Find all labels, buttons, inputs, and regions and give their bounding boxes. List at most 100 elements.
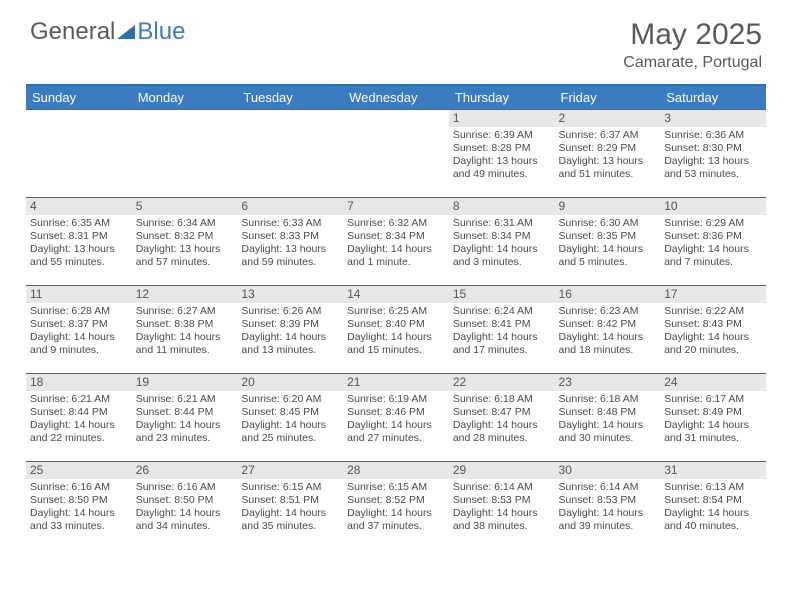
day-sunrise: Sunrise: 6:17 AM bbox=[664, 393, 762, 406]
day-sunrise: Sunrise: 6:34 AM bbox=[136, 217, 234, 230]
day-daylight: Daylight: 14 hours and 37 minutes. bbox=[347, 507, 445, 533]
calendar-day-cell bbox=[132, 110, 238, 198]
day-sunset: Sunset: 8:49 PM bbox=[664, 406, 762, 419]
day-sunrise: Sunrise: 6:35 AM bbox=[30, 217, 128, 230]
day-daylight: Daylight: 14 hours and 34 minutes. bbox=[136, 507, 234, 533]
day-sunset: Sunset: 8:54 PM bbox=[664, 494, 762, 507]
day-sunset: Sunset: 8:45 PM bbox=[241, 406, 339, 419]
calendar-table: SundayMondayTuesdayWednesdayThursdayFrid… bbox=[26, 84, 766, 550]
day-daylight: Daylight: 14 hours and 3 minutes. bbox=[453, 243, 551, 269]
day-sunrise: Sunrise: 6:22 AM bbox=[664, 305, 762, 318]
day-daylight: Daylight: 14 hours and 7 minutes. bbox=[664, 243, 762, 269]
day-daylight: Daylight: 14 hours and 17 minutes. bbox=[453, 331, 551, 357]
day-daylight: Daylight: 14 hours and 15 minutes. bbox=[347, 331, 445, 357]
col-header: Sunday bbox=[26, 85, 132, 110]
day-daylight: Daylight: 14 hours and 20 minutes. bbox=[664, 331, 762, 357]
title-location: Camarate, Portugal bbox=[623, 54, 762, 72]
day-sunrise: Sunrise: 6:15 AM bbox=[241, 481, 339, 494]
calendar-day-cell: 11Sunrise: 6:28 AMSunset: 8:37 PMDayligh… bbox=[26, 286, 132, 374]
day-sunrise: Sunrise: 6:29 AM bbox=[664, 217, 762, 230]
day-daylight: Daylight: 14 hours and 28 minutes. bbox=[453, 419, 551, 445]
day-number: 14 bbox=[343, 286, 449, 303]
day-sunset: Sunset: 8:34 PM bbox=[453, 230, 551, 243]
calendar-day-cell: 12Sunrise: 6:27 AMSunset: 8:38 PMDayligh… bbox=[132, 286, 238, 374]
day-daylight: Daylight: 14 hours and 5 minutes. bbox=[559, 243, 657, 269]
day-number: 2 bbox=[555, 110, 661, 127]
day-sunset: Sunset: 8:29 PM bbox=[559, 142, 657, 155]
day-sunrise: Sunrise: 6:16 AM bbox=[136, 481, 234, 494]
day-sunrise: Sunrise: 6:18 AM bbox=[453, 393, 551, 406]
day-number: 22 bbox=[449, 374, 555, 391]
col-header: Friday bbox=[555, 85, 661, 110]
day-daylight: Daylight: 14 hours and 1 minute. bbox=[347, 243, 445, 269]
day-daylight: Daylight: 14 hours and 31 minutes. bbox=[664, 419, 762, 445]
day-sunset: Sunset: 8:40 PM bbox=[347, 318, 445, 331]
calendar-day-cell: 19Sunrise: 6:21 AMSunset: 8:44 PMDayligh… bbox=[132, 374, 238, 462]
calendar-day-cell: 17Sunrise: 6:22 AMSunset: 8:43 PMDayligh… bbox=[660, 286, 766, 374]
day-sunrise: Sunrise: 6:19 AM bbox=[347, 393, 445, 406]
day-number: 24 bbox=[660, 374, 766, 391]
day-sunrise: Sunrise: 6:25 AM bbox=[347, 305, 445, 318]
day-sunset: Sunset: 8:53 PM bbox=[559, 494, 657, 507]
calendar-week-row: 1Sunrise: 6:39 AMSunset: 8:28 PMDaylight… bbox=[26, 110, 766, 198]
brand-part1: General bbox=[30, 18, 115, 46]
day-sunrise: Sunrise: 6:30 AM bbox=[559, 217, 657, 230]
day-number: 15 bbox=[449, 286, 555, 303]
day-number: 19 bbox=[132, 374, 238, 391]
day-sunrise: Sunrise: 6:28 AM bbox=[30, 305, 128, 318]
calendar-day-cell: 27Sunrise: 6:15 AMSunset: 8:51 PMDayligh… bbox=[237, 462, 343, 550]
day-number: 9 bbox=[555, 198, 661, 215]
day-daylight: Daylight: 14 hours and 22 minutes. bbox=[30, 419, 128, 445]
day-daylight: Daylight: 14 hours and 40 minutes. bbox=[664, 507, 762, 533]
day-sunset: Sunset: 8:48 PM bbox=[559, 406, 657, 419]
col-header: Thursday bbox=[449, 85, 555, 110]
calendar-day-cell: 3 Sunrise: 6:36 AMSunset: 8:30 PMDaylight… bbox=[660, 110, 766, 198]
day-sunset: Sunset: 8:30 PM bbox=[664, 142, 762, 155]
col-header: Tuesday bbox=[237, 85, 343, 110]
day-number: 12 bbox=[132, 286, 238, 303]
day-daylight: Daylight: 13 hours and 55 minutes. bbox=[30, 243, 128, 269]
day-number: 1 bbox=[449, 110, 555, 127]
day-daylight: Daylight: 14 hours and 30 minutes. bbox=[559, 419, 657, 445]
day-number: 21 bbox=[343, 374, 449, 391]
col-header: Monday bbox=[132, 85, 238, 110]
day-daylight: Daylight: 14 hours and 11 minutes. bbox=[136, 331, 234, 357]
brand-part2: Blue bbox=[137, 18, 185, 46]
day-sunrise: Sunrise: 6:13 AM bbox=[664, 481, 762, 494]
day-sunset: Sunset: 8:38 PM bbox=[136, 318, 234, 331]
day-daylight: Daylight: 14 hours and 18 minutes. bbox=[559, 331, 657, 357]
day-sunrise: Sunrise: 6:18 AM bbox=[559, 393, 657, 406]
col-header: Saturday bbox=[660, 85, 766, 110]
day-number: 27 bbox=[237, 462, 343, 479]
day-sunset: Sunset: 8:52 PM bbox=[347, 494, 445, 507]
day-sunrise: Sunrise: 6:20 AM bbox=[241, 393, 339, 406]
day-sunrise: Sunrise: 6:32 AM bbox=[347, 217, 445, 230]
day-number: 23 bbox=[555, 374, 661, 391]
day-sunrise: Sunrise: 6:37 AM bbox=[559, 129, 657, 142]
day-sunset: Sunset: 8:37 PM bbox=[30, 318, 128, 331]
calendar-day-cell: 9Sunrise: 6:30 AMSunset: 8:35 PMDaylight… bbox=[555, 198, 661, 286]
day-daylight: Daylight: 14 hours and 33 minutes. bbox=[30, 507, 128, 533]
day-sunset: Sunset: 8:44 PM bbox=[136, 406, 234, 419]
day-daylight: Daylight: 14 hours and 13 minutes. bbox=[241, 331, 339, 357]
day-number: 17 bbox=[660, 286, 766, 303]
day-number: 18 bbox=[26, 374, 132, 391]
calendar-day-cell: 1Sunrise: 6:39 AMSunset: 8:28 PMDaylight… bbox=[449, 110, 555, 198]
day-number: 11 bbox=[26, 286, 132, 303]
day-sunrise: Sunrise: 6:23 AM bbox=[559, 305, 657, 318]
calendar-week-row: 25Sunrise: 6:16 AMSunset: 8:50 PMDayligh… bbox=[26, 462, 766, 550]
day-daylight: Daylight: 13 hours and 57 minutes. bbox=[136, 243, 234, 269]
day-number: 8 bbox=[449, 198, 555, 215]
day-number: 3 bbox=[660, 110, 766, 127]
calendar-day-cell: 22Sunrise: 6:18 AMSunset: 8:47 PMDayligh… bbox=[449, 374, 555, 462]
day-sunrise: Sunrise: 6:14 AM bbox=[559, 481, 657, 494]
day-daylight: Daylight: 13 hours and 53 minutes. bbox=[664, 155, 762, 181]
day-number: 31 bbox=[660, 462, 766, 479]
day-sunset: Sunset: 8:50 PM bbox=[136, 494, 234, 507]
day-sunrise: Sunrise: 6:36 AM bbox=[664, 129, 762, 142]
day-daylight: Daylight: 14 hours and 35 minutes. bbox=[241, 507, 339, 533]
day-number: 29 bbox=[449, 462, 555, 479]
day-number: 26 bbox=[132, 462, 238, 479]
col-header: Wednesday bbox=[343, 85, 449, 110]
day-sunrise: Sunrise: 6:16 AM bbox=[30, 481, 128, 494]
